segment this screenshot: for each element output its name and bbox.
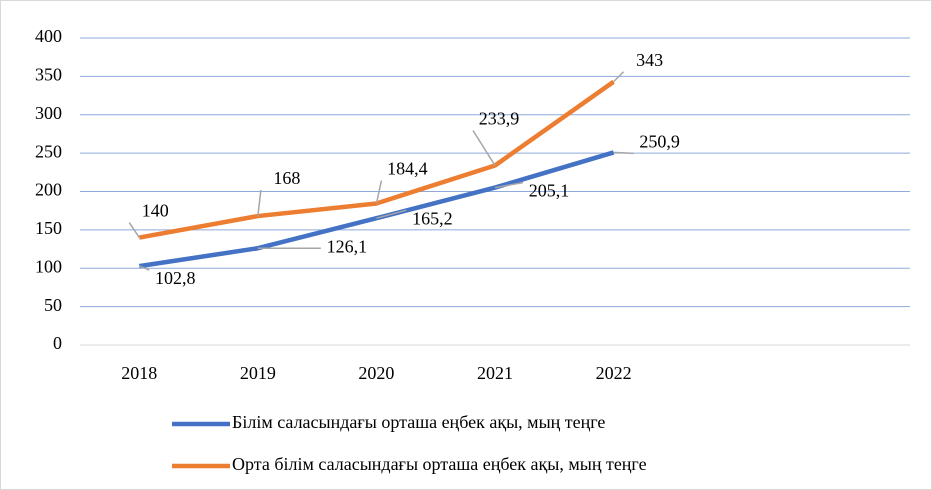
y-tick-label: 300 — [35, 103, 62, 123]
y-tick-label: 50 — [44, 295, 62, 315]
leader-line — [613, 151, 634, 155]
leader-line — [376, 209, 407, 219]
data-label: 233,9 — [479, 109, 520, 129]
data-label: 102,8 — [155, 268, 196, 288]
y-tick-label: 0 — [53, 333, 62, 353]
leader-line — [257, 189, 262, 217]
x-tick-label: 2021 — [477, 363, 513, 383]
leader-line — [494, 181, 524, 189]
y-tick-label: 100 — [35, 256, 62, 276]
data-label: 140 — [142, 201, 169, 221]
y-tick-label: 150 — [35, 218, 62, 238]
y-tick-label: 250 — [35, 141, 62, 161]
leader-line — [375, 180, 383, 204]
data-label: 126,1 — [327, 236, 368, 256]
data-label: 165,2 — [412, 208, 453, 228]
data-label: 343 — [636, 50, 663, 70]
x-tick-label: 2019 — [240, 363, 276, 383]
leader-line — [472, 130, 496, 166]
leader-line — [139, 265, 150, 271]
legend-label: Орта білім саласындағы орташа еңбек ақы,… — [232, 454, 647, 474]
x-tick-label: 2022 — [596, 363, 632, 383]
y-tick-label: 200 — [35, 180, 62, 200]
y-tick-label: 350 — [35, 65, 62, 85]
data-label: 184,4 — [387, 159, 428, 179]
data-label: 250,9 — [639, 132, 680, 152]
data-label: 205,1 — [529, 181, 570, 201]
data-label: 168 — [273, 168, 300, 188]
y-tick-label: 400 — [35, 26, 62, 46]
x-tick-label: 2018 — [121, 363, 157, 383]
leader-line — [613, 71, 625, 83]
legend-label: Білім саласындағы орташа еңбек ақы, мың … — [232, 412, 605, 432]
x-tick-label: 2020 — [358, 363, 394, 383]
leader-line — [128, 222, 140, 238]
